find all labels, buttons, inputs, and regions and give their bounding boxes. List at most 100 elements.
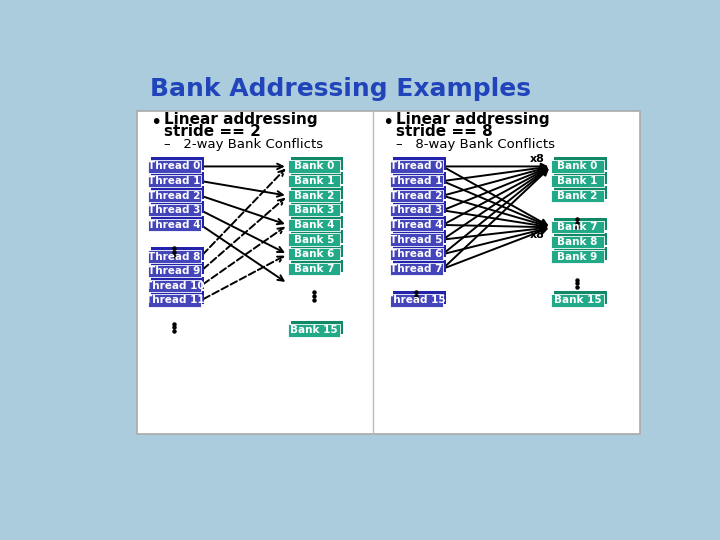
Text: Thread 6: Thread 6 (390, 249, 443, 259)
FancyBboxPatch shape (393, 245, 446, 257)
FancyBboxPatch shape (390, 204, 443, 217)
Text: Bank 15: Bank 15 (290, 326, 338, 335)
Text: Thread 10: Thread 10 (145, 281, 204, 291)
FancyBboxPatch shape (148, 251, 201, 262)
FancyBboxPatch shape (148, 219, 201, 231)
Text: –   8-way Bank Conflicts: – 8-way Bank Conflicts (396, 138, 555, 151)
FancyBboxPatch shape (291, 321, 343, 334)
FancyBboxPatch shape (554, 233, 607, 245)
Text: Thread 5: Thread 5 (390, 234, 443, 245)
Text: Bank 7: Bank 7 (294, 264, 334, 274)
FancyBboxPatch shape (148, 175, 201, 187)
FancyBboxPatch shape (390, 160, 443, 173)
Text: –   2-way Bank Conflicts: – 2-way Bank Conflicts (163, 138, 323, 151)
FancyBboxPatch shape (287, 233, 341, 246)
FancyBboxPatch shape (551, 236, 604, 248)
FancyBboxPatch shape (554, 157, 607, 170)
Text: •: • (382, 113, 394, 132)
FancyBboxPatch shape (551, 190, 604, 202)
FancyBboxPatch shape (554, 186, 607, 199)
FancyBboxPatch shape (551, 294, 604, 307)
FancyBboxPatch shape (393, 260, 446, 272)
FancyBboxPatch shape (151, 215, 204, 228)
Text: Linear addressing: Linear addressing (396, 112, 550, 127)
Text: Thread 11: Thread 11 (145, 295, 204, 306)
FancyBboxPatch shape (390, 248, 443, 260)
Text: Bank 3: Bank 3 (294, 205, 334, 215)
Text: Thread 15: Thread 15 (387, 295, 446, 306)
FancyBboxPatch shape (554, 218, 607, 231)
FancyBboxPatch shape (287, 175, 341, 187)
Text: Bank 4: Bank 4 (294, 220, 334, 230)
FancyBboxPatch shape (390, 294, 443, 307)
FancyBboxPatch shape (291, 201, 343, 213)
FancyBboxPatch shape (291, 157, 343, 170)
FancyBboxPatch shape (148, 190, 201, 202)
FancyBboxPatch shape (148, 160, 201, 173)
FancyBboxPatch shape (393, 215, 446, 228)
Text: Bank 8: Bank 8 (557, 237, 598, 247)
Text: Thread 3: Thread 3 (148, 205, 201, 215)
FancyBboxPatch shape (151, 201, 204, 213)
FancyBboxPatch shape (551, 251, 604, 262)
FancyBboxPatch shape (151, 157, 204, 170)
Text: Bank 0: Bank 0 (294, 161, 334, 171)
FancyBboxPatch shape (287, 204, 341, 217)
Text: Bank 1: Bank 1 (557, 176, 598, 186)
FancyBboxPatch shape (151, 247, 204, 260)
Text: Thread 4: Thread 4 (148, 220, 201, 230)
FancyBboxPatch shape (393, 201, 446, 213)
Text: Bank 1: Bank 1 (294, 176, 334, 186)
FancyBboxPatch shape (148, 294, 201, 307)
FancyBboxPatch shape (551, 175, 604, 187)
Text: Bank 2: Bank 2 (294, 191, 334, 201)
FancyBboxPatch shape (393, 291, 446, 303)
FancyBboxPatch shape (551, 160, 604, 173)
FancyBboxPatch shape (291, 186, 343, 199)
FancyBboxPatch shape (393, 157, 446, 170)
FancyBboxPatch shape (151, 276, 204, 289)
FancyBboxPatch shape (390, 219, 443, 231)
Text: Thread 1: Thread 1 (148, 176, 201, 186)
Text: Bank 6: Bank 6 (294, 249, 334, 259)
FancyBboxPatch shape (148, 280, 201, 292)
Text: Bank Addressing Examples: Bank Addressing Examples (150, 77, 531, 102)
FancyBboxPatch shape (287, 219, 341, 231)
Text: Bank 5: Bank 5 (294, 234, 334, 245)
FancyBboxPatch shape (393, 231, 446, 242)
Text: Linear addressing: Linear addressing (163, 112, 318, 127)
Text: Bank 9: Bank 9 (557, 252, 598, 261)
Text: x8: x8 (530, 230, 544, 240)
FancyBboxPatch shape (137, 111, 640, 434)
Text: Thread 4: Thread 4 (390, 220, 443, 230)
FancyBboxPatch shape (151, 262, 204, 274)
FancyBboxPatch shape (287, 160, 341, 173)
Text: Bank 15: Bank 15 (554, 295, 601, 306)
FancyBboxPatch shape (551, 221, 604, 233)
FancyBboxPatch shape (291, 172, 343, 184)
FancyBboxPatch shape (554, 247, 607, 260)
Text: Thread 0: Thread 0 (148, 161, 201, 171)
FancyBboxPatch shape (291, 231, 343, 242)
FancyBboxPatch shape (390, 262, 443, 275)
Text: •: • (150, 113, 161, 132)
Text: Bank 7: Bank 7 (557, 222, 598, 232)
FancyBboxPatch shape (291, 215, 343, 228)
Text: stride == 8: stride == 8 (396, 124, 493, 139)
Text: Thread 1: Thread 1 (390, 176, 443, 186)
Text: Bank 2: Bank 2 (557, 191, 598, 201)
FancyBboxPatch shape (148, 204, 201, 217)
FancyBboxPatch shape (291, 260, 343, 272)
FancyBboxPatch shape (148, 265, 201, 278)
Text: stride == 2: stride == 2 (163, 124, 261, 139)
Text: Thread 8: Thread 8 (148, 252, 201, 261)
FancyBboxPatch shape (554, 291, 607, 303)
FancyBboxPatch shape (291, 245, 343, 257)
FancyBboxPatch shape (554, 172, 607, 184)
FancyBboxPatch shape (287, 190, 341, 202)
Text: Thread 0: Thread 0 (390, 161, 443, 171)
FancyBboxPatch shape (287, 325, 341, 336)
FancyBboxPatch shape (151, 186, 204, 199)
FancyBboxPatch shape (393, 186, 446, 199)
Text: Thread 2: Thread 2 (390, 191, 443, 201)
